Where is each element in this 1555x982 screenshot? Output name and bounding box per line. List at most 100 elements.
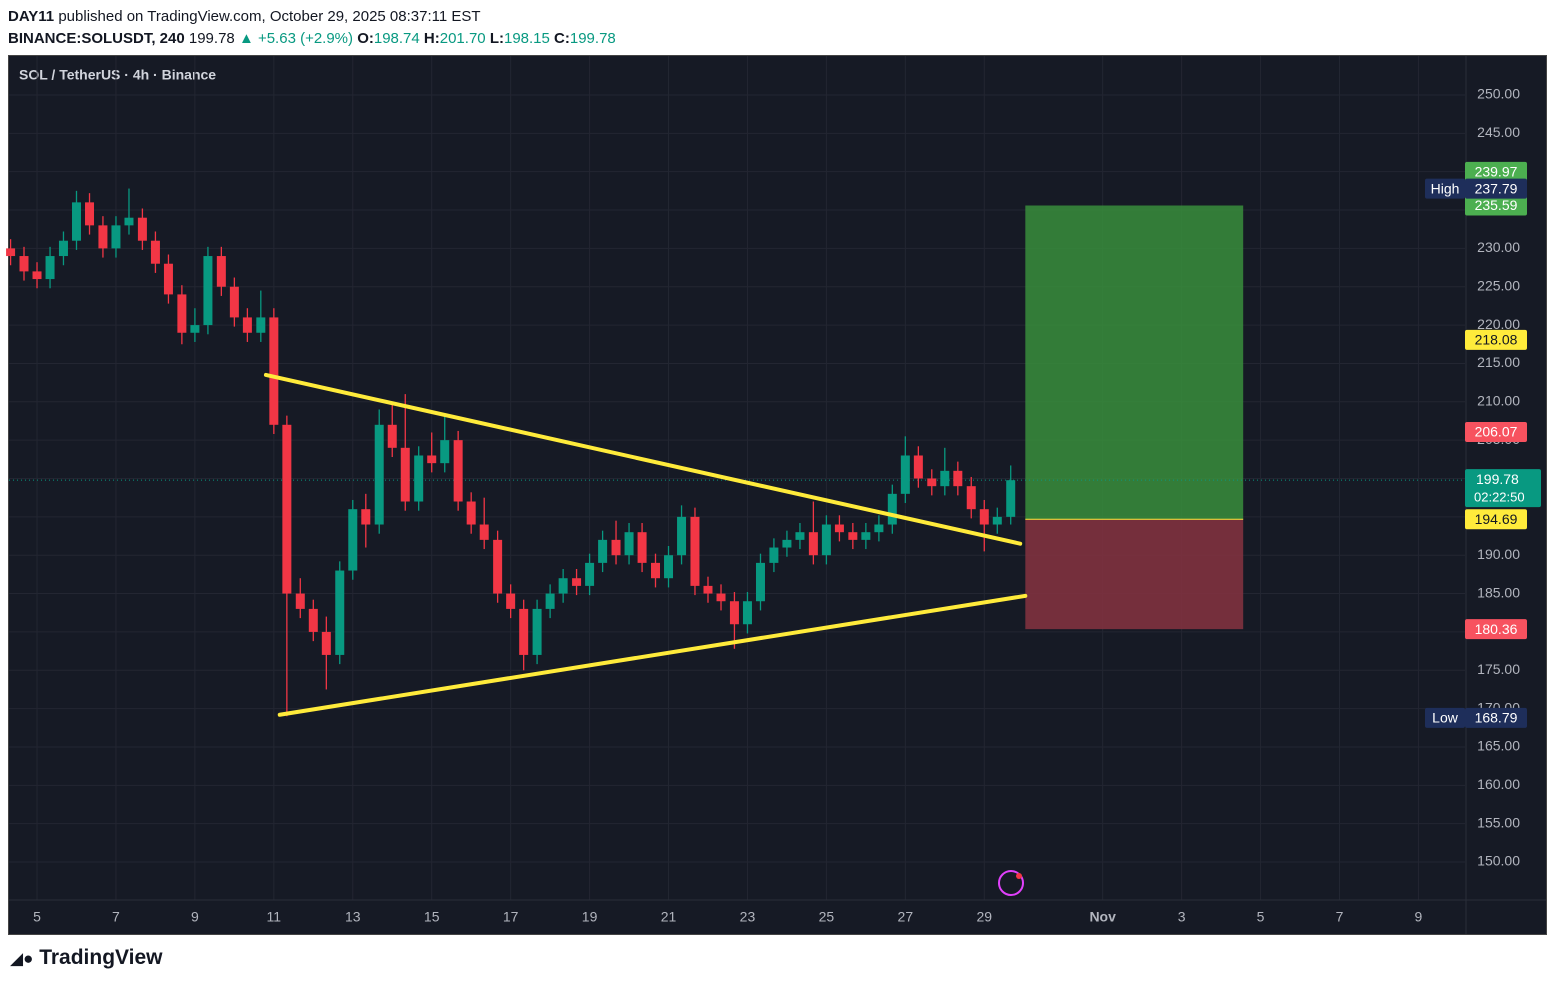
candle-body xyxy=(624,532,634,556)
candle-body xyxy=(374,424,384,525)
l-label: L: xyxy=(489,30,504,47)
price-label xyxy=(1465,707,1527,728)
x-tick-label: 25 xyxy=(819,909,835,925)
candle-body xyxy=(45,256,55,280)
open: 198.74 xyxy=(373,30,420,47)
countdown: 02:22:50 xyxy=(1474,490,1525,505)
candle-body xyxy=(466,501,476,525)
footer: ◢● TradingView xyxy=(10,946,163,970)
price-label-text: 235.59 xyxy=(1475,197,1518,213)
candle-body xyxy=(821,524,831,556)
candle-body xyxy=(953,470,963,487)
candle-body xyxy=(361,509,371,525)
x-tick-label: 11 xyxy=(267,909,282,925)
author: DAY11 xyxy=(8,8,55,25)
candle-body xyxy=(137,217,147,241)
y-tick-label: 160.00 xyxy=(1477,776,1520,792)
candle-body xyxy=(874,524,884,533)
y-tick-label: 225.00 xyxy=(1477,277,1520,293)
trendline xyxy=(277,593,1028,717)
candle-body xyxy=(834,524,844,533)
price-label xyxy=(1465,509,1527,530)
price-label xyxy=(1465,329,1527,350)
candle-body xyxy=(256,317,266,333)
candle-body xyxy=(98,225,108,249)
candle-body xyxy=(585,562,595,586)
candle-body xyxy=(6,248,16,257)
candle-body xyxy=(979,509,989,525)
price: 199.78 xyxy=(188,30,235,47)
candle-body xyxy=(295,593,305,609)
candle-body xyxy=(321,631,331,655)
x-tick-label: 7 xyxy=(112,909,120,925)
candle-body xyxy=(493,539,503,594)
candle-body xyxy=(782,539,792,548)
x-tick-label: 19 xyxy=(582,909,598,925)
candle-body xyxy=(111,225,121,249)
price-label-text: 218.08 xyxy=(1475,332,1518,348)
candle-body xyxy=(650,562,660,579)
candle-body xyxy=(848,532,858,540)
candle-body xyxy=(913,455,923,479)
candle-body xyxy=(795,532,805,540)
symbol: BINANCE:SOLUSDT, 240 xyxy=(8,30,185,47)
price-label-text: 194.69 xyxy=(1475,511,1518,527)
price-label xyxy=(1465,421,1527,442)
candle-body xyxy=(808,532,818,556)
profit-zone xyxy=(1025,205,1244,520)
event-dot xyxy=(1016,873,1022,879)
candle-body xyxy=(177,294,187,333)
price-label-text: 239.97 xyxy=(1475,164,1518,180)
last-price-text: 199.78 xyxy=(1476,471,1519,487)
candle-body xyxy=(703,585,713,594)
x-tick-label: 3 xyxy=(1178,909,1186,925)
extreme-tag-text: High xyxy=(1431,180,1460,196)
candle-body xyxy=(308,608,318,632)
candle-body xyxy=(32,271,42,280)
trendline xyxy=(263,372,1023,546)
y-tick-label: 250.00 xyxy=(1477,86,1520,102)
candle-body xyxy=(611,539,621,556)
price-label-text: 180.36 xyxy=(1475,621,1518,637)
candle-body xyxy=(769,547,779,563)
high: 201.70 xyxy=(439,30,486,47)
last-price-label xyxy=(1465,469,1541,508)
candle-body xyxy=(519,608,529,655)
y-tick-label: 190.00 xyxy=(1477,546,1520,562)
extreme-tag xyxy=(1425,707,1465,728)
candle-body xyxy=(690,516,700,586)
candle-body xyxy=(558,578,568,594)
header: DAY11 published on TradingView.com, Octo… xyxy=(8,6,616,50)
candle-body xyxy=(453,440,463,502)
candle-body xyxy=(966,486,976,510)
o-label: O: xyxy=(357,30,374,47)
candle-body xyxy=(427,455,437,464)
x-tick-label: 27 xyxy=(898,909,914,925)
candle-body xyxy=(203,256,213,326)
x-tick-label: 21 xyxy=(661,909,677,925)
candle-body xyxy=(716,593,726,602)
change: ▲ +5.63 (+2.9%) xyxy=(238,30,354,47)
x-tick-label: 23 xyxy=(740,909,756,925)
close: 199.78 xyxy=(569,30,616,47)
candle-body xyxy=(861,532,871,540)
candle-body xyxy=(71,202,81,241)
candle-body xyxy=(637,532,647,563)
candle-body xyxy=(598,539,608,563)
candle-body xyxy=(414,455,424,502)
candle-body xyxy=(163,263,173,295)
candle-body xyxy=(282,424,292,594)
x-tick-label: 15 xyxy=(424,909,440,925)
candle-body xyxy=(58,240,68,257)
h-label: H: xyxy=(423,30,440,47)
candle-body xyxy=(664,555,674,579)
c-label: C: xyxy=(554,30,570,47)
candle-body xyxy=(927,478,937,487)
y-tick-label: 165.00 xyxy=(1477,738,1520,754)
x-tick-label: 7 xyxy=(1336,909,1344,925)
price-label xyxy=(1465,161,1527,182)
y-tick-label: 215.00 xyxy=(1477,354,1520,370)
candle-body xyxy=(216,256,226,287)
candle-body xyxy=(479,524,489,540)
